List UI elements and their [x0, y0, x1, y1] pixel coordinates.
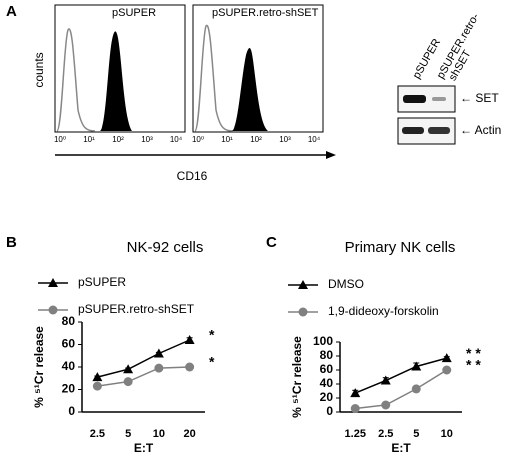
- band: [403, 95, 426, 103]
- y-tick-label: 60: [320, 362, 334, 376]
- x-tick-label: 10¹: [221, 135, 233, 144]
- annotation: * *: [466, 345, 481, 361]
- annotation: *: [209, 354, 215, 370]
- x-tick-label: 10¹: [83, 135, 95, 144]
- data-point: [92, 372, 103, 382]
- x-tick-label: 10⁴: [170, 135, 183, 144]
- band: [432, 97, 446, 101]
- y-tick-label: 100: [313, 334, 333, 348]
- y-tick-label: 20: [320, 390, 334, 404]
- annotation: * *: [466, 357, 481, 373]
- x-tick-label: 10⁴: [308, 135, 321, 144]
- x-tick-label: 20: [184, 428, 196, 440]
- x-tick-label: 10³: [279, 135, 291, 144]
- legend-marker: [48, 278, 58, 287]
- data-point: [123, 364, 134, 374]
- x-tick-label: 5: [125, 428, 131, 440]
- y-tick-label: 60: [62, 337, 76, 351]
- control-histogram: [56, 28, 96, 132]
- data-point: [411, 361, 422, 371]
- y-axis-label: % ⁵¹Cr release: [290, 336, 304, 418]
- x-tick-label: 1.25: [345, 428, 366, 440]
- y-axis-label: counts: [32, 52, 46, 87]
- data-point: [350, 404, 360, 413]
- x-tick-label: 2.5: [90, 428, 105, 440]
- legend-marker: [298, 280, 308, 289]
- panel-label: C: [266, 234, 277, 251]
- data-point: [442, 365, 452, 375]
- y-tick-label: 40: [62, 359, 76, 373]
- x-tick-label: 2.5: [378, 428, 393, 440]
- y-tick-label: 0: [68, 404, 75, 418]
- x-tick-label: 10⁰: [54, 135, 66, 144]
- band-label: ← Actin: [460, 123, 501, 137]
- chart-title: Primary NK cells: [345, 239, 456, 256]
- x-tick-label: 10³: [141, 135, 153, 144]
- y-axis-label: % ⁵¹Cr release: [32, 326, 46, 408]
- x-tick-label: 10²: [112, 135, 124, 144]
- band-name: SET: [475, 91, 499, 105]
- band: [428, 127, 450, 134]
- band-name: Actin: [475, 123, 502, 137]
- panel-label: A: [6, 3, 17, 20]
- annotation: *: [209, 327, 215, 343]
- legend-marker: [298, 307, 308, 317]
- x-axis-label: E:T: [391, 441, 411, 455]
- panel-label: B: [6, 234, 17, 251]
- legend-marker: [48, 305, 58, 315]
- legend-label: pSUPER.retro-shSET: [78, 302, 195, 316]
- histogram-1: pSUPER: [54, 4, 186, 133]
- legend-label: 1,9-dideoxy-forskolin: [328, 304, 439, 318]
- legend-label: pSUPER: [78, 275, 126, 289]
- x-tick-label: 5: [413, 428, 419, 440]
- data-point: [154, 363, 164, 373]
- data-point: [381, 400, 391, 410]
- y-tick-label: 0: [326, 404, 333, 418]
- data-point: [123, 377, 133, 387]
- stained-histogram: [232, 48, 268, 131]
- x-axis-label: E:T: [134, 441, 154, 455]
- series-line: [97, 339, 190, 378]
- arrow-head: [326, 151, 336, 159]
- hist-title: pSUPER: [112, 7, 156, 19]
- band-label: ← SET: [460, 91, 499, 105]
- y-tick-label: 40: [320, 376, 334, 390]
- data-point: [184, 335, 195, 344]
- data-point: [411, 384, 421, 394]
- data-point: [441, 353, 452, 363]
- plot-frame: [54, 4, 186, 133]
- histogram-2: pSUPER.retro-shSET: [192, 4, 324, 133]
- data-point: [350, 388, 361, 398]
- x-tick-label: 10²: [250, 135, 262, 144]
- y-tick-label: 80: [320, 348, 334, 362]
- x-axis-label: CD16: [177, 169, 208, 183]
- plot-frame: [192, 4, 324, 133]
- series-line: [355, 369, 448, 410]
- legend-label: DMSO: [328, 277, 364, 291]
- chart-title: NK-92 cells: [127, 239, 204, 256]
- x-tick-label: 10⁰: [192, 135, 204, 144]
- band: [402, 127, 424, 134]
- data-point: [185, 362, 195, 372]
- hist-title: pSUPER.retro-shSET: [212, 7, 319, 19]
- control-histogram: [194, 24, 234, 132]
- data-point: [380, 375, 391, 385]
- data-point: [92, 381, 102, 391]
- series-line: [97, 366, 190, 387]
- data-point: [153, 348, 164, 358]
- y-tick-label: 20: [62, 382, 76, 396]
- y-tick-label: 80: [62, 314, 76, 328]
- stained-histogram: [100, 31, 132, 131]
- x-tick-label: 10: [153, 428, 165, 440]
- series-line: [354, 357, 447, 394]
- x-tick-label: 10: [441, 428, 453, 440]
